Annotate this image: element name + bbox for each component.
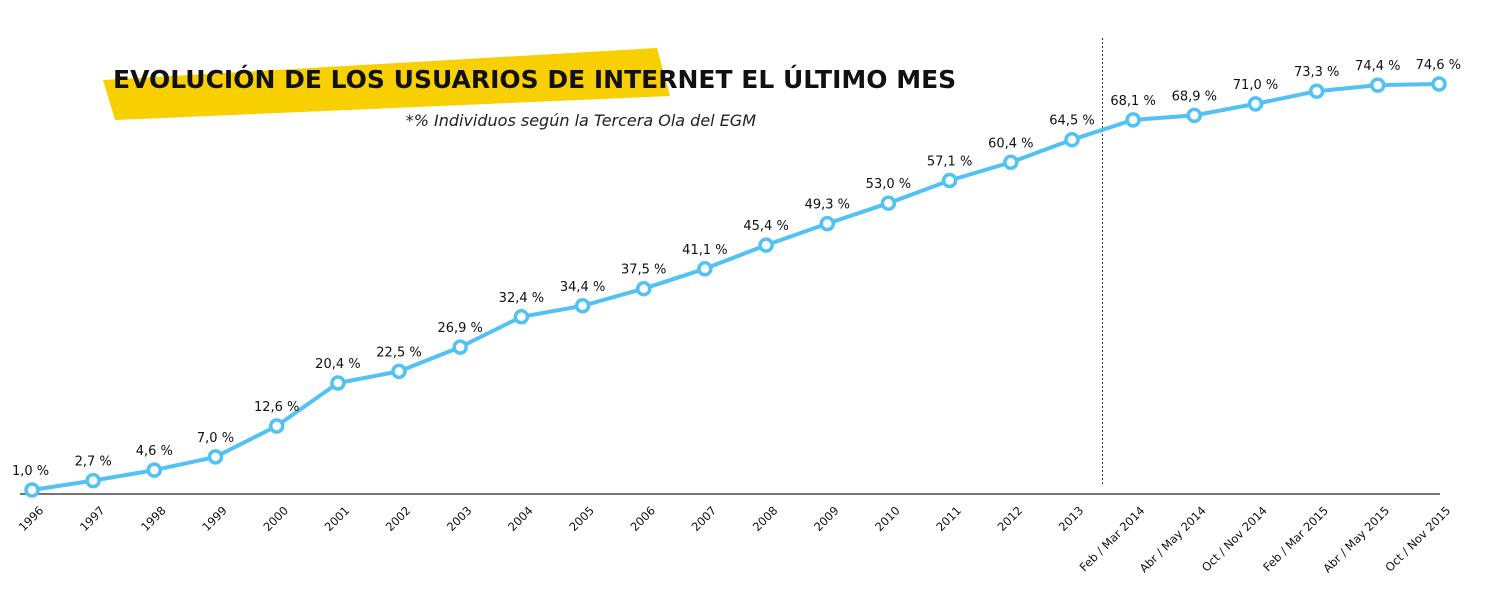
data-label: 53,0 %: [866, 177, 911, 192]
x-tick-label: 2009: [811, 503, 842, 534]
data-point: [1125, 112, 1141, 128]
x-tick-label: Oct / Nov 2015: [1382, 503, 1453, 574]
data-label: 4,6 %: [136, 444, 173, 459]
data-label: 22,5 %: [376, 345, 421, 360]
data-point: [1431, 76, 1447, 92]
x-tick-label: 2006: [627, 503, 658, 534]
x-tick-label: Feb / Mar 2015: [1260, 503, 1331, 574]
data-point: [452, 339, 468, 355]
data-point: [1064, 131, 1080, 148]
data-label: 2,7 %: [75, 455, 112, 470]
data-point: [1247, 96, 1264, 112]
x-tick-label: 2001: [322, 503, 353, 534]
data-point: [880, 195, 897, 211]
x-tick-label: 2010: [872, 503, 903, 534]
data-label: 37,5 %: [621, 263, 666, 278]
data-label: 1,0 %: [12, 464, 49, 479]
x-tick-label: 2000: [260, 503, 291, 534]
data-label: 26,9 %: [437, 321, 482, 336]
chart-title: EVOLUCIÓN DE LOS USUARIOS DE INTERNET EL…: [113, 64, 956, 94]
data-label: 7,0 %: [197, 431, 234, 446]
x-tick-label: Feb / Mar 2014: [1077, 503, 1148, 574]
data-label: 73,3 %: [1294, 65, 1339, 80]
data-label: 32,4 %: [499, 291, 544, 306]
x-tick-label: 2005: [566, 503, 597, 534]
data-point: [207, 449, 224, 465]
data-label: 57,1 %: [927, 155, 972, 170]
x-tick-label: 1999: [199, 503, 230, 534]
data-point: [268, 418, 285, 434]
data-label: 60,4 %: [988, 136, 1033, 151]
x-tick-label: 2011: [933, 503, 964, 534]
data-point: [24, 482, 40, 498]
data-point: [1308, 83, 1325, 99]
data-label: 49,3 %: [805, 198, 850, 213]
data-point: [1186, 107, 1203, 124]
data-label: 71,0 %: [1233, 78, 1278, 93]
x-tick-label: 2013: [1056, 503, 1087, 534]
data-point: [574, 298, 591, 314]
x-tick-label: Oct / Nov 2014: [1199, 503, 1270, 574]
chart-subtitle: *% Individuos según la Tercera Ola del E…: [406, 111, 757, 130]
x-tick-label: 2007: [689, 503, 720, 534]
data-point: [1370, 77, 1386, 93]
data-label: 64,5 %: [1049, 114, 1094, 129]
x-tick-label: 2008: [750, 503, 781, 534]
data-label: 20,4 %: [315, 357, 360, 372]
data-label: 34,4 %: [560, 280, 605, 295]
data-point: [697, 261, 713, 277]
chart-marks: 1,0 % 1996 2,7 % 1997 4,6 % 1998 7,0 % 1999 12,6…: [12, 58, 1461, 575]
x-tick-label: 1997: [77, 503, 108, 534]
x-tick-label: 1998: [138, 503, 169, 534]
data-point: [85, 472, 101, 489]
data-point: [819, 215, 836, 232]
x-tick-label: 2012: [995, 503, 1026, 534]
data-point: [941, 172, 958, 189]
x-tick-label: 1996: [16, 503, 47, 534]
data-point: [758, 237, 774, 253]
series-line: [31, 82, 1440, 492]
x-tick-label: 2004: [505, 503, 536, 534]
data-point: [513, 309, 530, 325]
data-label: 68,9 %: [1172, 89, 1217, 104]
x-tick-label: 2003: [444, 503, 475, 534]
data-label: 74,6 %: [1416, 58, 1461, 73]
data-point: [1003, 154, 1019, 171]
title-banner: [103, 48, 670, 120]
data-label: 41,1 %: [682, 243, 727, 258]
data-label: 12,6 %: [254, 400, 299, 415]
data-label: 45,4 %: [743, 219, 788, 234]
data-label: 74,4 %: [1355, 59, 1400, 74]
x-tick-label: 2002: [383, 503, 414, 534]
data-point: [146, 462, 163, 478]
data-point: [330, 375, 346, 391]
data-point: [391, 363, 407, 380]
data-label: 68,1 %: [1110, 94, 1155, 109]
data-point: [635, 280, 652, 297]
